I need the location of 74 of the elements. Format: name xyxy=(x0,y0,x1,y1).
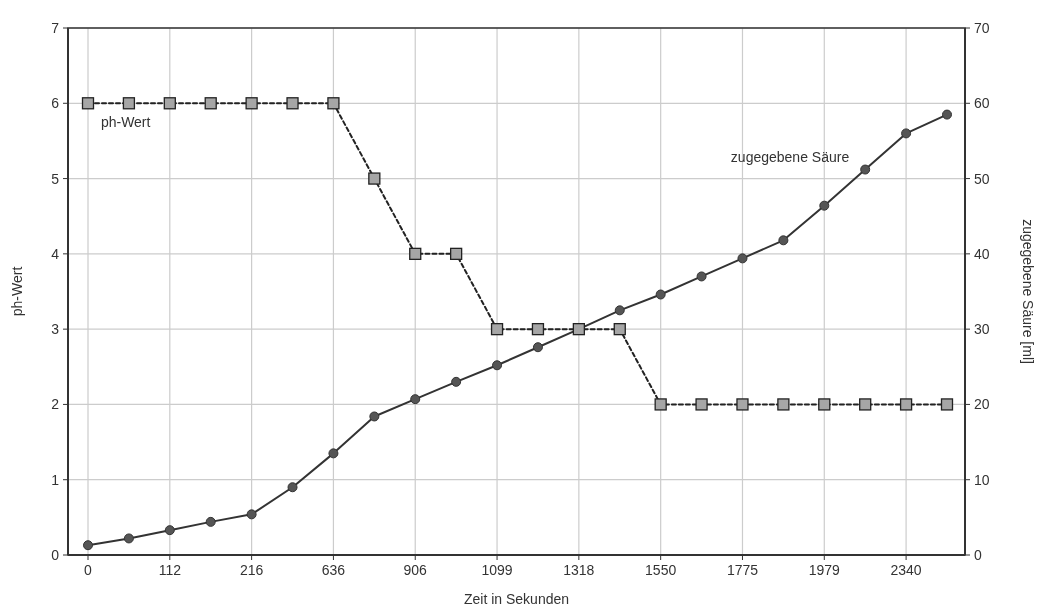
point xyxy=(245,97,258,110)
point xyxy=(940,398,954,411)
point xyxy=(286,97,299,110)
x-tick-label: 1775 xyxy=(726,562,759,578)
point xyxy=(83,540,93,551)
x-tick-label: 1099 xyxy=(481,562,513,578)
y2-tick-label: 40 xyxy=(974,245,990,262)
point xyxy=(327,97,340,110)
y-tick-label: 2 xyxy=(51,396,60,413)
x-axis-title: Zeit in Sekunden xyxy=(463,591,570,607)
point xyxy=(613,322,626,336)
point xyxy=(410,394,421,405)
y2-axis-title: zugegebene Säure [ml] xyxy=(1020,219,1036,364)
point xyxy=(123,533,134,544)
point xyxy=(409,247,422,261)
x-tick-label: 112 xyxy=(158,562,182,578)
point xyxy=(246,509,257,520)
y2-tick-label: 0 xyxy=(974,547,982,563)
y2-tick-label: 60 xyxy=(974,95,990,112)
point xyxy=(655,289,666,300)
y2-tick-label: 70 xyxy=(974,20,990,36)
y-tick-label: 4 xyxy=(51,245,60,262)
y2-tick-label: 10 xyxy=(974,471,990,488)
point xyxy=(899,398,913,411)
point xyxy=(490,322,504,336)
point xyxy=(860,164,871,175)
x-tick-label: 2340 xyxy=(890,562,922,578)
point xyxy=(737,253,748,264)
y2-tick-label: 50 xyxy=(974,170,990,187)
point xyxy=(818,398,831,411)
x-tick-label: 216 xyxy=(239,562,264,578)
x-tick-label: 1979 xyxy=(808,562,841,578)
point xyxy=(368,172,381,185)
y-tick-label: 7 xyxy=(51,20,60,36)
point xyxy=(122,97,136,110)
x-tick-label: 0 xyxy=(84,562,93,578)
point xyxy=(695,398,708,411)
point xyxy=(287,482,298,493)
point xyxy=(778,235,789,246)
series-label: zugegebene Säure xyxy=(730,148,850,165)
point xyxy=(777,398,790,411)
y2-tick-label: 30 xyxy=(974,321,990,338)
x-tick-label: 1318 xyxy=(563,562,595,578)
point xyxy=(81,97,95,110)
point xyxy=(449,247,463,261)
point xyxy=(736,398,749,411)
point xyxy=(859,398,872,411)
point xyxy=(532,342,543,353)
point xyxy=(696,271,707,282)
y-tick-label: 0 xyxy=(51,547,60,563)
point xyxy=(492,360,503,371)
y2-tick-label: 20 xyxy=(974,396,990,413)
point xyxy=(328,448,339,459)
point xyxy=(451,376,462,387)
x-tick-label: 906 xyxy=(403,562,428,578)
x-tick-label: 636 xyxy=(321,562,346,578)
y-tick-label: 5 xyxy=(51,170,60,187)
y-tick-label: 1 xyxy=(51,471,60,488)
y-axis-title: ph-Wert xyxy=(9,266,25,317)
point xyxy=(205,516,216,527)
y-tick-label: 3 xyxy=(51,321,60,338)
point xyxy=(163,97,176,110)
point xyxy=(531,322,545,336)
point xyxy=(819,200,830,211)
point xyxy=(614,305,625,316)
point xyxy=(901,128,912,139)
point xyxy=(204,97,217,110)
x-tick-label: 1550 xyxy=(645,562,677,578)
point xyxy=(164,525,175,536)
point xyxy=(369,411,380,422)
y-tick-label: 6 xyxy=(51,95,60,112)
series-label: ph-Wert xyxy=(100,114,151,131)
point xyxy=(942,109,952,120)
point xyxy=(654,398,667,411)
